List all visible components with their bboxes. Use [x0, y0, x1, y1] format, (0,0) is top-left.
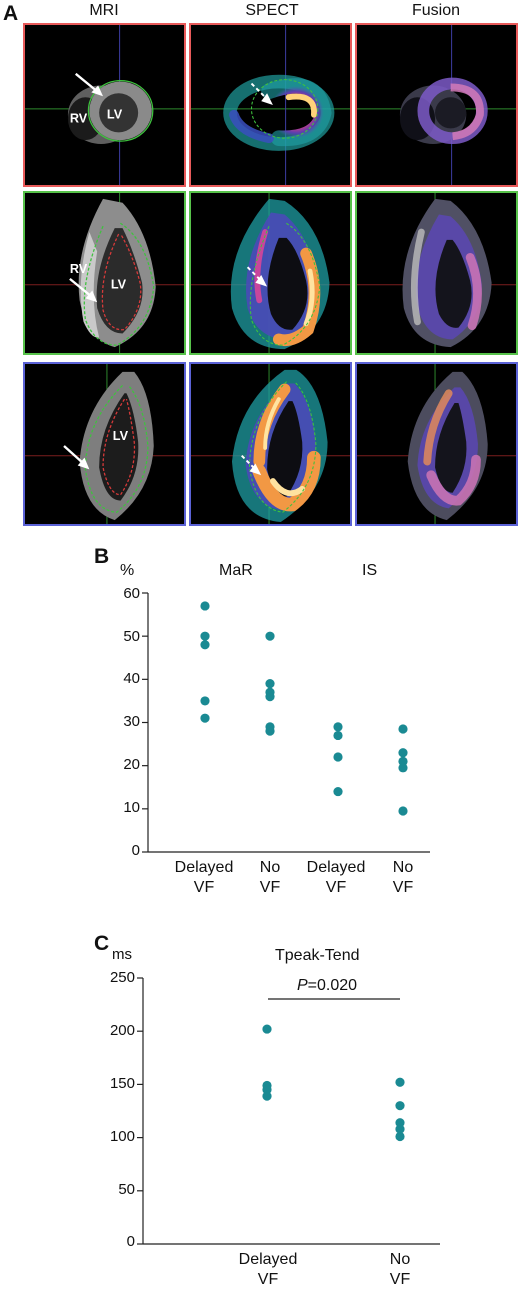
chart-title: Tpeak-Tend [275, 947, 360, 964]
y-tick-label: 10 [123, 799, 140, 816]
y-tick-label: 50 [118, 1181, 135, 1198]
data-point [200, 713, 210, 723]
spect-long-axis-2-image [189, 362, 352, 526]
y-axis-unit: ms [112, 946, 132, 963]
y-tick-label: 150 [109, 1075, 135, 1092]
data-point [398, 748, 408, 758]
y-tick-label: 250 [109, 969, 135, 986]
series-label-is: IS [362, 562, 378, 579]
data-point [200, 601, 210, 611]
mri-short-axis-image: RV LV [23, 23, 186, 187]
lv-label: LV [113, 429, 129, 443]
lv-label: LV [107, 108, 123, 122]
data-point [333, 786, 343, 797]
rv-label: RV [70, 112, 88, 126]
data-point [398, 756, 408, 766]
panel-letter-c: C [94, 932, 110, 955]
data-point [395, 1124, 405, 1134]
data-point [262, 1024, 272, 1034]
data-point [265, 679, 275, 689]
spect-long-axis-image [189, 191, 352, 355]
spect-short-axis-image [189, 23, 352, 187]
column-header-spect: SPECT [245, 2, 299, 19]
y-tick-label: 30 [123, 713, 140, 730]
x-category-label: Delayed VF [174, 859, 234, 896]
x-category-label: No VF [392, 859, 414, 896]
data-point [200, 640, 210, 650]
p-value-label: P=0.020 [297, 977, 358, 994]
panel-letter-a: A [3, 2, 19, 25]
data-point [265, 631, 275, 641]
x-category-label: No VF [389, 1251, 411, 1288]
y-tick-label: 200 [109, 1022, 135, 1039]
lv-label: LV [111, 278, 127, 292]
data-point [395, 1131, 405, 1142]
y-tick-label: 40 [123, 670, 140, 687]
y-tick-label: 0 [126, 1233, 135, 1250]
data-point [395, 1101, 405, 1111]
data-point [398, 806, 408, 816]
x-category-label: Delayed VF [238, 1251, 298, 1288]
x-category-label: No VF [259, 859, 281, 896]
data-point [265, 726, 275, 736]
x-category-label: Delayed VF [306, 859, 366, 896]
rv-label: RV [70, 262, 88, 276]
data-point [333, 722, 343, 732]
y-axis-unit: % [120, 562, 135, 579]
data-point [333, 730, 343, 741]
fusion-short-axis-image [355, 23, 518, 187]
data-point [395, 1077, 405, 1087]
data-point [265, 692, 275, 702]
series-label-mar: MaR [219, 562, 253, 579]
y-tick-label: 60 [123, 585, 140, 602]
y-tick-label: 20 [123, 756, 140, 773]
data-point [333, 752, 343, 762]
data-point [398, 763, 408, 773]
data-point [200, 696, 210, 706]
y-tick-label: 0 [131, 842, 140, 859]
fusion-long-axis-image [355, 191, 518, 355]
data-point [398, 724, 408, 734]
data-point [200, 631, 210, 641]
data-point [395, 1118, 405, 1128]
mri-long-axis-2-image: LV [23, 362, 186, 526]
data-point [262, 1091, 272, 1101]
mri-long-axis-image: RV LV [23, 191, 186, 355]
fusion-long-axis-2-image [355, 362, 518, 526]
y-tick-label: 100 [109, 1128, 135, 1145]
data-point [262, 1085, 272, 1095]
y-tick-label: 50 [123, 628, 140, 645]
panel-letter-b: B [94, 545, 110, 568]
column-header-mri: MRI [89, 2, 119, 19]
column-header-fusion: Fusion [411, 2, 461, 19]
